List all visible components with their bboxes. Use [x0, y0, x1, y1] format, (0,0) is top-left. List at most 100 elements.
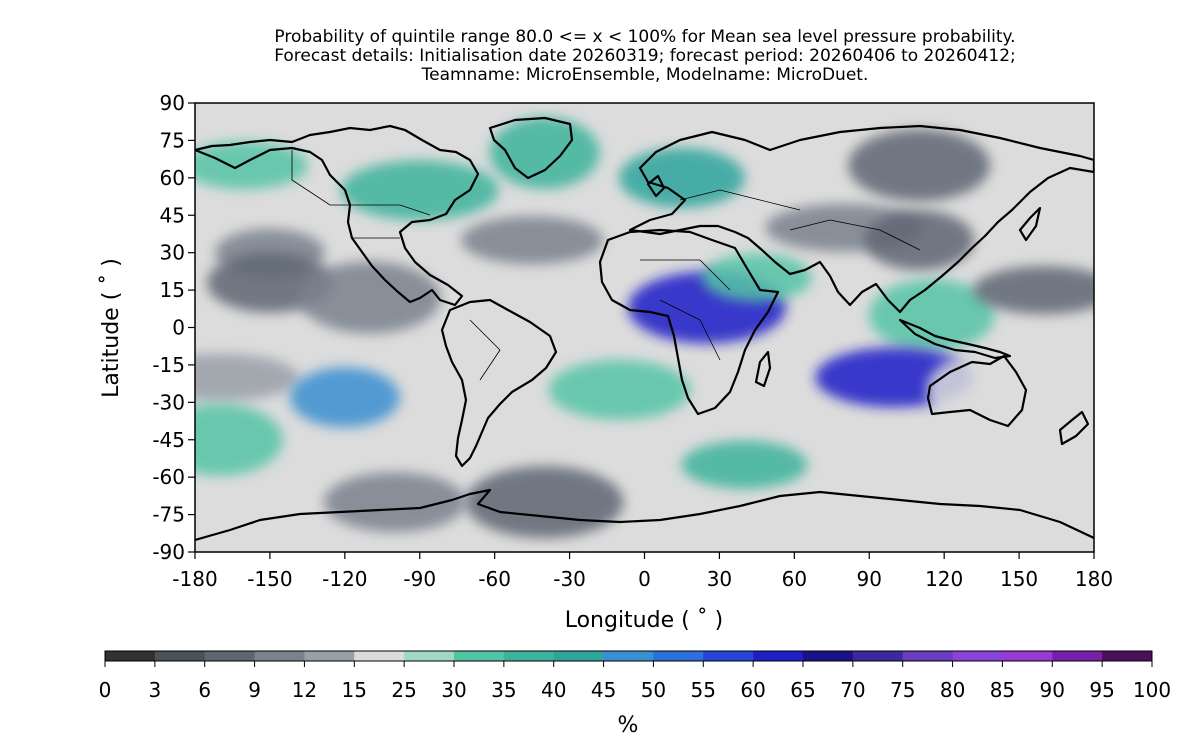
coastline-new-zealand: [1058, 410, 1090, 446]
probability-field: [195, 116, 1094, 539]
coastlines: [195, 116, 1094, 542]
x-tick-label: 60: [782, 567, 807, 591]
colorbar-tick-label: 50: [641, 678, 666, 702]
field-region-10: [195, 141, 308, 190]
colorbar-segment: [204, 651, 256, 661]
colorbar-tick-label: 15: [342, 678, 367, 702]
colorbar-tick-label: 0: [99, 678, 112, 702]
colorbar-tick-label: 9: [248, 678, 261, 702]
y-tick-label: -75: [152, 503, 185, 527]
colorbar-segment: [603, 651, 654, 661]
colorbar-tick-label: 6: [198, 678, 211, 702]
colorbar-segment: [1052, 651, 1103, 661]
colorbar-tick-label: 90: [1040, 678, 1065, 702]
field-region-14: [618, 147, 745, 208]
colorbar-segment: [354, 651, 405, 661]
colorbar-tick-label: 70: [840, 678, 865, 702]
colorbar: 0 3 6 9 12 15 25 30 35 40 45 50 55 60 65 70 75 80 85 90 95 10…: [99, 650, 1171, 702]
x-tick-label: 120: [925, 567, 963, 591]
x-tick-label: 90: [857, 567, 882, 591]
y-tick-label: 90: [160, 91, 185, 115]
field-region-6: [195, 403, 283, 476]
title-line-1: Probability of quintile range 80.0 <= x …: [274, 27, 1016, 47]
colorbar-tick-label: 100: [1133, 678, 1171, 702]
field-region-18: [868, 279, 995, 352]
y-tick-label: -15: [152, 353, 185, 377]
colorbar-segment: [852, 651, 904, 661]
field-region-11: [548, 359, 691, 420]
colorbar-tick-label: 35: [491, 678, 516, 702]
y-tick-label: 75: [160, 128, 185, 152]
coastline-uk: [646, 174, 666, 198]
y-tick-label: 30: [160, 241, 185, 265]
y-tick-label: 60: [160, 166, 185, 190]
y-tick-label: 45: [160, 203, 185, 227]
x-tick-label: -30: [553, 567, 586, 591]
x-tick-label: 180: [1075, 567, 1113, 591]
colorbar-tick-label: 25: [391, 678, 416, 702]
field-region-4: [195, 353, 299, 402]
figure-title: Probability of quintile range 80.0 <= x …: [195, 28, 1095, 85]
colorbar-tick-label: 75: [890, 678, 915, 702]
colorbar-frame: [104, 650, 1153, 662]
x-axis: -180 -150 -120 -90 -60 -30 0 30 60 90 120 150 180: [172, 552, 1113, 591]
colorbar-segment: [703, 651, 754, 661]
colorbar-tick-label: 85: [990, 678, 1015, 702]
field-region-3: [298, 261, 441, 334]
colorbar-tick-label: 45: [591, 678, 616, 702]
title-line-2: Forecast details: Initialisation date 20…: [274, 46, 1016, 66]
x-tick-label: -180: [172, 567, 217, 591]
colorbar-segment: [503, 651, 555, 661]
x-tick-label: -150: [247, 567, 292, 591]
colorbar-segment: [803, 651, 854, 661]
x-tick-label: -60: [478, 567, 511, 591]
y-axis: 90 75 60 45 30 15 0 -15 -30 -45 -60 -75 -90: [152, 91, 195, 564]
colorbar-tick-label: 40: [541, 678, 566, 702]
colorbar-tick-label: 3: [148, 678, 161, 702]
x-tick-label: -120: [322, 567, 367, 591]
coastline-south-america: [440, 298, 558, 468]
title-line-3: Teamname: MicroEnsemble, Modelname: Micr…: [421, 65, 869, 85]
colorbar-segment: [254, 651, 305, 661]
y-axis-label: Latitude ( ˚ ): [99, 258, 124, 398]
y-tick-label: -45: [152, 428, 185, 452]
coastline-eurasia: [628, 124, 1094, 314]
field-region-15: [848, 129, 991, 202]
colorbar-segment: [902, 651, 954, 661]
colorbar-segment: [454, 651, 505, 661]
coastline-indonesia: [898, 318, 1012, 360]
colorbar-segment: [105, 651, 156, 661]
colorbar-tick-label: 60: [740, 678, 765, 702]
coastline-north-america: [195, 124, 480, 307]
colorbar-segment: [154, 651, 206, 661]
colorbar-segment: [553, 651, 605, 661]
country-borders: [291, 150, 921, 381]
field-region-17: [864, 210, 975, 271]
field-region-22: [681, 440, 808, 489]
y-tick-label: -60: [152, 465, 185, 489]
coastline-greenland: [488, 116, 574, 180]
field-region-23: [323, 472, 466, 533]
colorbar-tick-label: 80: [940, 678, 965, 702]
colorbar-segment: [952, 651, 1003, 661]
coastline-australia: [926, 354, 1028, 428]
y-tick-label: -30: [152, 390, 185, 414]
colorbar-segment: [653, 651, 704, 661]
x-tick-label: 30: [707, 567, 732, 591]
colorbar-tick-label: 65: [790, 678, 815, 702]
colorbar-segment: [404, 651, 455, 661]
colorbar-tick-label: 55: [691, 678, 716, 702]
colorbar-segment: [753, 651, 804, 661]
x-axis-label: Longitude ( ˚ ): [565, 608, 724, 633]
y-tick-label: 15: [160, 278, 185, 302]
field-region-19: [973, 266, 1094, 315]
field-region-7: [461, 216, 604, 265]
colorbar-segment: [1102, 651, 1153, 661]
field-region-21: [926, 353, 1037, 426]
coastline-africa: [598, 228, 780, 416]
y-tick-label: -90: [152, 540, 185, 564]
colorbar-tick-label: 12: [292, 678, 317, 702]
field-region-5: [289, 367, 400, 428]
x-tick-label: -90: [403, 567, 436, 591]
